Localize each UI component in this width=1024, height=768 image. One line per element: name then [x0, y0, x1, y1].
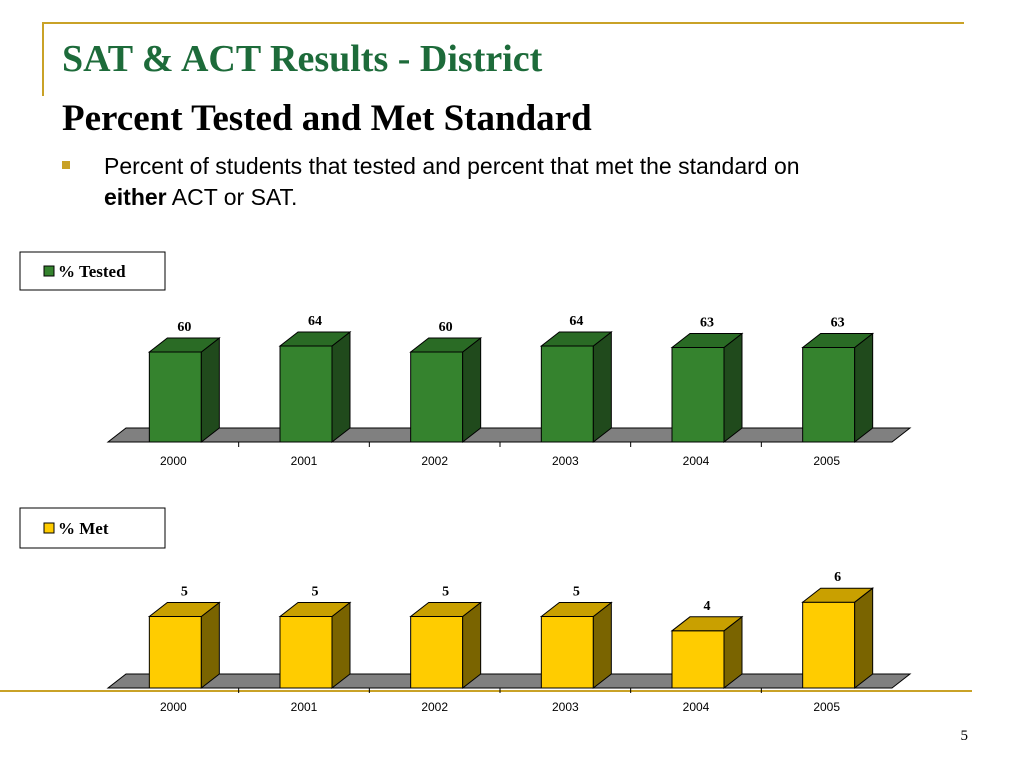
met-data-label: 6 [834, 570, 841, 585]
tested-category-label: 2000 [160, 454, 187, 468]
tested-data-label: 64 [308, 314, 322, 329]
bullet-emphasis: either [104, 184, 167, 210]
tested-legend-swatch [43, 265, 55, 277]
met-category-label: 2004 [683, 700, 710, 714]
tested-data-label: 60 [439, 320, 453, 335]
frame-left-rule [42, 22, 44, 96]
bullet-text-main: Percent of students that tested and perc… [104, 153, 800, 179]
met-bar-side [331, 601, 351, 690]
met-bar-side [200, 601, 220, 690]
met-category-label: 2003 [552, 700, 579, 714]
frame-top-rule [42, 22, 964, 24]
met-legend-label: % Met [58, 519, 109, 538]
tested-data-label: 60 [177, 320, 191, 335]
bullet-text: Percent of students that tested and perc… [104, 151, 982, 213]
met-bar-top [409, 602, 483, 617]
tested-bar-top [409, 337, 483, 353]
met-bar-front [802, 601, 856, 689]
tested-bar-front [148, 351, 202, 443]
tested-bar-top [670, 333, 744, 348]
met-bar-front [148, 616, 202, 689]
tested-category-label: 2004 [683, 454, 710, 468]
tested-bar-top [539, 331, 613, 347]
met-bar-side [462, 601, 482, 690]
met-bar-top [801, 587, 875, 603]
bullet-text-tail: ACT or SAT. [171, 184, 298, 210]
tested-bar-front [410, 351, 464, 443]
page-number: 5 [960, 728, 969, 744]
tested-bar-front [540, 345, 594, 443]
tested-category-label: 2005 [813, 454, 840, 468]
met-bar-top [670, 616, 744, 632]
met-bar-top [539, 602, 613, 617]
met-category-label: 2000 [160, 700, 187, 714]
tested-category-label: 2001 [291, 454, 318, 468]
met-category-label: 2005 [813, 700, 840, 714]
met-data-label: 5 [312, 585, 319, 600]
met-bar-front [279, 616, 333, 689]
tested-data-label: 63 [831, 316, 845, 331]
met-bar-side [592, 601, 612, 690]
slide-subtitle: Percent Tested and Met Standard [62, 98, 592, 139]
met-bar-top [147, 602, 221, 617]
tested-bar-top [278, 331, 352, 347]
met-bar-side [854, 587, 874, 690]
met-floor [106, 673, 912, 689]
met-legend-swatch [43, 522, 55, 534]
frame-bottom-rule [0, 690, 972, 692]
tested-data-label: 64 [569, 314, 583, 329]
met-data-label: 5 [442, 585, 449, 600]
tested-category-label: 2002 [421, 454, 448, 468]
met-legend-box [19, 507, 166, 549]
met-data-label: 5 [181, 585, 188, 600]
slide-title: SAT & ACT Results - District [62, 38, 543, 80]
met-category-label: 2002 [421, 700, 448, 714]
met-bar-front [540, 616, 594, 689]
met-data-label: 5 [573, 585, 580, 600]
tested-bar-top [147, 337, 221, 353]
met-bar-front [410, 616, 464, 689]
square-bullet-icon [62, 161, 70, 169]
met-category-label: 2001 [291, 700, 318, 714]
tested-category-label: 2003 [552, 454, 579, 468]
tested-data-label: 63 [700, 316, 714, 331]
met-bar-top [278, 602, 352, 617]
tested-bar-front [671, 347, 725, 443]
met-bar-front [671, 630, 725, 689]
tested-legend-label: % Tested [58, 262, 126, 281]
bullet-point: Percent of students that tested and perc… [62, 151, 982, 213]
tested-bar-top [801, 333, 875, 348]
met-data-label: 4 [704, 599, 711, 614]
